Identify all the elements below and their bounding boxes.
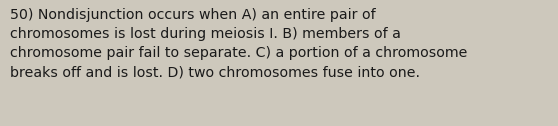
Text: breaks off and is lost. D) two chromosomes fuse into one.: breaks off and is lost. D) two chromosom…: [10, 65, 420, 79]
Text: chromosomes is lost during meiosis I. B) members of a: chromosomes is lost during meiosis I. B)…: [10, 27, 401, 41]
Text: 50) Nondisjunction occurs when A) an entire pair of: 50) Nondisjunction occurs when A) an ent…: [10, 8, 376, 22]
Text: chromosome pair fail to separate. C) a portion of a chromosome: chromosome pair fail to separate. C) a p…: [10, 46, 468, 60]
